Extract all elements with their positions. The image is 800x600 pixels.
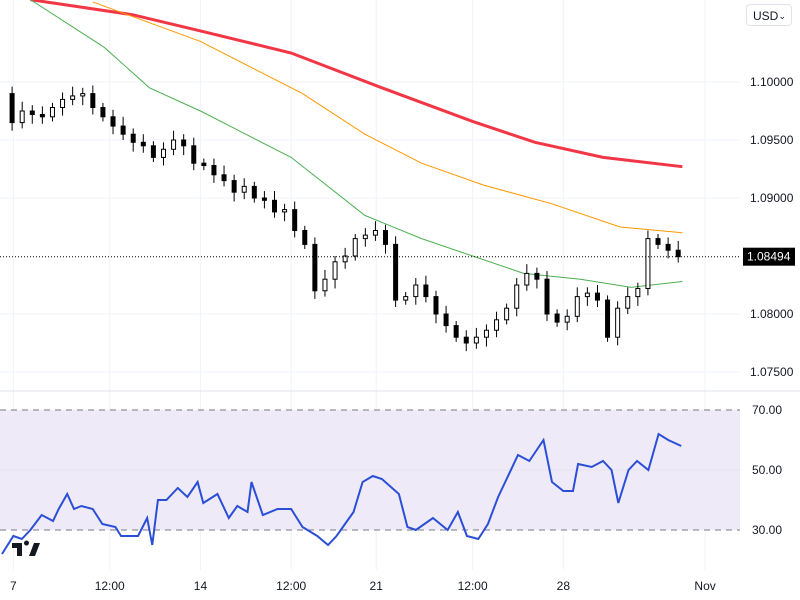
time-tick-label: 12:00 <box>95 579 125 593</box>
candle-down <box>272 199 278 213</box>
candle-down <box>261 197 267 201</box>
price-tick-label: 1.08000 <box>750 307 794 321</box>
candle-down <box>393 243 399 301</box>
candle-down <box>100 107 106 118</box>
candle-down <box>292 209 298 231</box>
rsi-tick-label: 30.00 <box>752 523 782 537</box>
moving-average-line <box>30 0 683 169</box>
candle-down <box>463 336 469 344</box>
candle-up <box>19 110 25 124</box>
time-tick-label: 14 <box>194 579 208 593</box>
candle-down <box>110 116 116 127</box>
rsi-line <box>1 432 682 555</box>
candle-up <box>403 296 409 301</box>
candle-down <box>251 185 257 199</box>
candle-down <box>453 325 459 338</box>
candle-up <box>625 296 631 309</box>
currency-select[interactable]: USD ⌄ <box>746 4 792 26</box>
candle-down <box>302 229 308 245</box>
time-tick-label: 12:00 <box>276 579 306 593</box>
candle-up <box>413 284 419 298</box>
candle-down <box>201 162 207 167</box>
candle-down <box>9 93 15 124</box>
candle-up <box>504 307 510 321</box>
candle-down <box>665 243 671 251</box>
candle-down <box>605 299 611 338</box>
candle-up <box>483 329 489 338</box>
candle-down <box>655 238 661 245</box>
currency-value: USD <box>753 9 779 23</box>
tradingview-logo-icon <box>12 540 40 556</box>
candle-down <box>191 145 197 164</box>
candle-up <box>332 261 338 280</box>
last-price-badge <box>743 247 795 266</box>
candle-up <box>372 229 378 236</box>
candle-up <box>70 95 76 100</box>
candle-down <box>231 180 237 193</box>
candle-down <box>423 284 429 298</box>
candle-up <box>49 107 55 118</box>
time-tick-label: Nov <box>694 579 715 593</box>
candle-up <box>645 238 651 289</box>
candle-up <box>322 278 328 292</box>
candle-down <box>443 313 449 327</box>
candle-up <box>342 255 348 263</box>
candle-down <box>39 113 45 118</box>
candle-down <box>312 243 318 292</box>
candle-up <box>282 209 288 213</box>
tradingview-logo <box>12 540 40 556</box>
candle-up <box>635 287 641 298</box>
candle-down <box>433 296 439 315</box>
price-tick-label: 1.07500 <box>750 365 794 379</box>
candle-down <box>383 229 389 245</box>
last-price-label: 1.08494 <box>747 250 791 264</box>
moving-average-line <box>30 0 683 288</box>
candle-down <box>90 93 96 109</box>
time-tick-label: 28 <box>557 579 571 593</box>
rsi-tick-label: 70.00 <box>752 403 782 417</box>
candle-down <box>130 133 136 143</box>
candle-up <box>524 272 530 286</box>
moving-average-line <box>92 1 683 234</box>
candle-up <box>615 307 621 338</box>
candle-up <box>171 139 177 150</box>
candle-up <box>160 148 166 158</box>
candle-down <box>221 174 227 182</box>
candle-down <box>675 249 681 258</box>
candle-up <box>494 319 500 331</box>
candle-up <box>60 98 66 109</box>
candle-down <box>181 139 187 147</box>
candle-up <box>362 234 368 240</box>
price-tick-label: 1.09000 <box>750 191 794 205</box>
candle-down <box>140 141 146 147</box>
candle-up <box>564 315 570 323</box>
candle-down <box>120 125 126 135</box>
price-tick-label: 1.09500 <box>750 133 794 147</box>
candle-up <box>574 296 580 317</box>
candle-down <box>544 278 550 315</box>
rsi-tick-label: 50.00 <box>752 463 782 477</box>
candle-up <box>514 284 520 309</box>
candle-down <box>211 165 217 176</box>
candle-down <box>594 292 600 301</box>
time-tick-label: 12:00 <box>458 579 488 593</box>
chevron-down-icon: ⌄ <box>778 11 786 21</box>
time-tick-label: 7 <box>10 579 17 593</box>
candle-down <box>554 313 560 323</box>
price-tick-label: 1.10000 <box>750 75 794 89</box>
candle-up <box>584 292 590 298</box>
candle-down <box>150 145 156 158</box>
time-tick-label: 21 <box>370 579 384 593</box>
candle-down <box>29 110 35 115</box>
candle-up <box>352 238 358 257</box>
candle-up <box>241 185 247 193</box>
candle-up <box>473 336 479 344</box>
candle-up <box>80 93 86 97</box>
candle-down <box>534 272 540 280</box>
